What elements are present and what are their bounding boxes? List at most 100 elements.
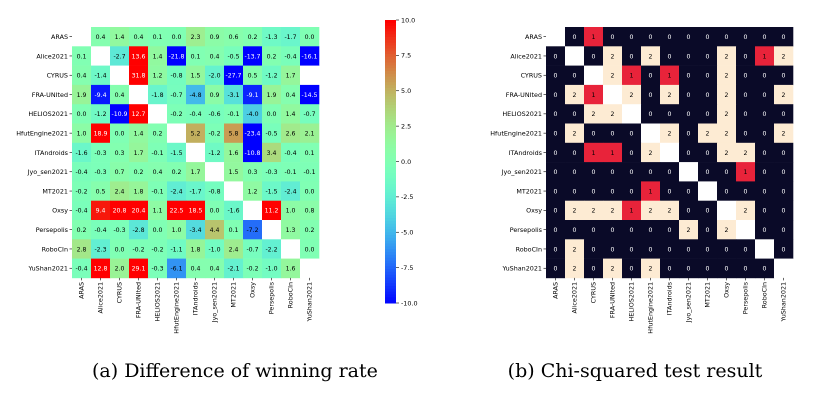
heatmap-cell	[205, 84, 225, 105]
colorbar-segment	[385, 266, 396, 270]
cell-value-label: -0.3	[94, 150, 106, 157]
heatmap-cell	[205, 142, 225, 163]
cell-value-label: 0	[630, 227, 634, 234]
cell-value-label: -0.4	[94, 227, 106, 234]
cell-value-label: 0	[744, 111, 748, 118]
cell-value-label: -2.4	[284, 188, 296, 195]
cell-value-label: -0.3	[265, 169, 277, 176]
cell-value-label: 4.4	[210, 227, 220, 234]
heatmap-cell	[72, 200, 92, 221]
heatmap-cell	[243, 27, 263, 47]
cell-value-label: 0	[687, 150, 691, 157]
heatmap-cell	[110, 65, 130, 86]
heatmap-cell	[148, 200, 168, 221]
cell-value-label: -1.6	[75, 150, 87, 157]
colorbar-segment	[385, 291, 396, 296]
heatmap-cell	[679, 142, 699, 163]
heatmap-cell	[755, 181, 775, 201]
heatmap-cell	[603, 27, 623, 47]
cell-value-label: -2.7	[113, 53, 125, 60]
heatmap-cell	[584, 162, 604, 182]
cell-value-label: 2	[611, 266, 615, 273]
heatmap-cell	[717, 142, 737, 163]
cell-value-label: 1	[763, 53, 767, 60]
cell-value-label: -6.1	[170, 266, 182, 273]
heatmap-cell	[91, 142, 111, 163]
cell-value-label: 0	[573, 169, 577, 176]
colorbar-segment	[385, 175, 396, 179]
cell-value-label: -0.2	[246, 266, 258, 273]
heatmap-cell	[148, 46, 168, 66]
colorbar-segment	[385, 257, 396, 262]
column-label: Persepolis	[268, 281, 276, 314]
column-label: CYRUS	[116, 282, 124, 303]
heatmap-cell	[546, 239, 566, 259]
colorbar-segment	[385, 300, 396, 304]
column-label: FRA-UNIted	[135, 282, 143, 318]
heatmap-cell	[698, 162, 718, 182]
heatmap-cell	[755, 200, 775, 221]
cell-value-label: 0	[706, 111, 710, 118]
heatmap-cell	[679, 200, 699, 221]
colorbar-segment	[385, 82, 396, 86]
heatmap-cell	[300, 162, 320, 182]
cell-value-label: 0	[725, 266, 729, 273]
cell-value-label: 0	[706, 246, 710, 253]
row-label: Persepolis	[510, 226, 543, 234]
heatmap-cell	[622, 220, 642, 240]
cell-value-label: -0.2	[75, 188, 87, 195]
cell-value-label: 1	[630, 208, 634, 215]
heatmap-cell	[205, 258, 225, 279]
heatmap-cell	[755, 162, 775, 182]
heatmap-cell	[755, 239, 775, 259]
cell-value-label: 0	[592, 266, 596, 273]
cell-value-label: 1.6	[229, 150, 239, 157]
heatmap-cell	[148, 123, 168, 144]
cell-value-label: 0.0	[267, 111, 277, 118]
cell-value-label: -0.1	[151, 188, 163, 195]
heatmap-cell	[660, 142, 680, 163]
heatmap-cell	[603, 162, 623, 182]
heatmap-cell	[736, 27, 756, 47]
cell-value-label: 1.2	[153, 73, 163, 80]
colorbar-segment	[385, 286, 396, 290]
cell-value-label: 0	[592, 188, 596, 195]
heatmap-cell	[281, 258, 301, 279]
heatmap-cell	[736, 142, 756, 163]
cell-value-label: 2	[573, 246, 577, 253]
heatmap-cell	[736, 181, 756, 201]
cell-value-label: -7.2	[246, 227, 258, 234]
cell-value-label: 2.1	[305, 130, 315, 137]
heatmap-cell	[186, 200, 206, 221]
cell-value-label: 5.2	[191, 130, 201, 137]
heatmap-cell	[281, 65, 301, 86]
cell-value-label: 0	[630, 246, 634, 253]
row-label: HfutEngine2021	[16, 129, 68, 137]
cell-value-label: 0	[782, 188, 786, 195]
heatmap-cell	[262, 27, 282, 47]
cell-value-label: 0.6	[229, 34, 239, 41]
heatmap-cell	[717, 200, 737, 221]
row-label: HELIOS2021	[502, 110, 542, 118]
cell-value-label: 0.0	[172, 34, 182, 41]
cell-value-label: 9.4	[96, 208, 106, 215]
cell-value-label: 1	[592, 150, 596, 157]
heatmap-cell	[565, 84, 585, 105]
heatmap-cell	[300, 104, 320, 124]
heatmap-cell	[622, 239, 642, 259]
cell-value-label: 0.8	[305, 208, 315, 215]
heatmap-cell	[281, 123, 301, 144]
cell-value-label: -1.4	[94, 73, 106, 80]
heatmap-cell	[565, 27, 585, 47]
cell-value-label: 2	[706, 130, 710, 137]
colorbar-segment	[385, 153, 396, 157]
cell-value-label: 0	[554, 188, 558, 195]
heatmap-cell	[186, 162, 206, 182]
cell-value-label: 0.4	[153, 169, 163, 176]
cell-value-label: 0	[630, 53, 634, 60]
heatmap-cell	[243, 181, 263, 201]
heatmap-cell	[186, 65, 206, 86]
cell-value-label: -0.4	[75, 169, 87, 176]
cell-value-label: 0	[725, 246, 729, 253]
heatmap-cell	[698, 46, 718, 66]
